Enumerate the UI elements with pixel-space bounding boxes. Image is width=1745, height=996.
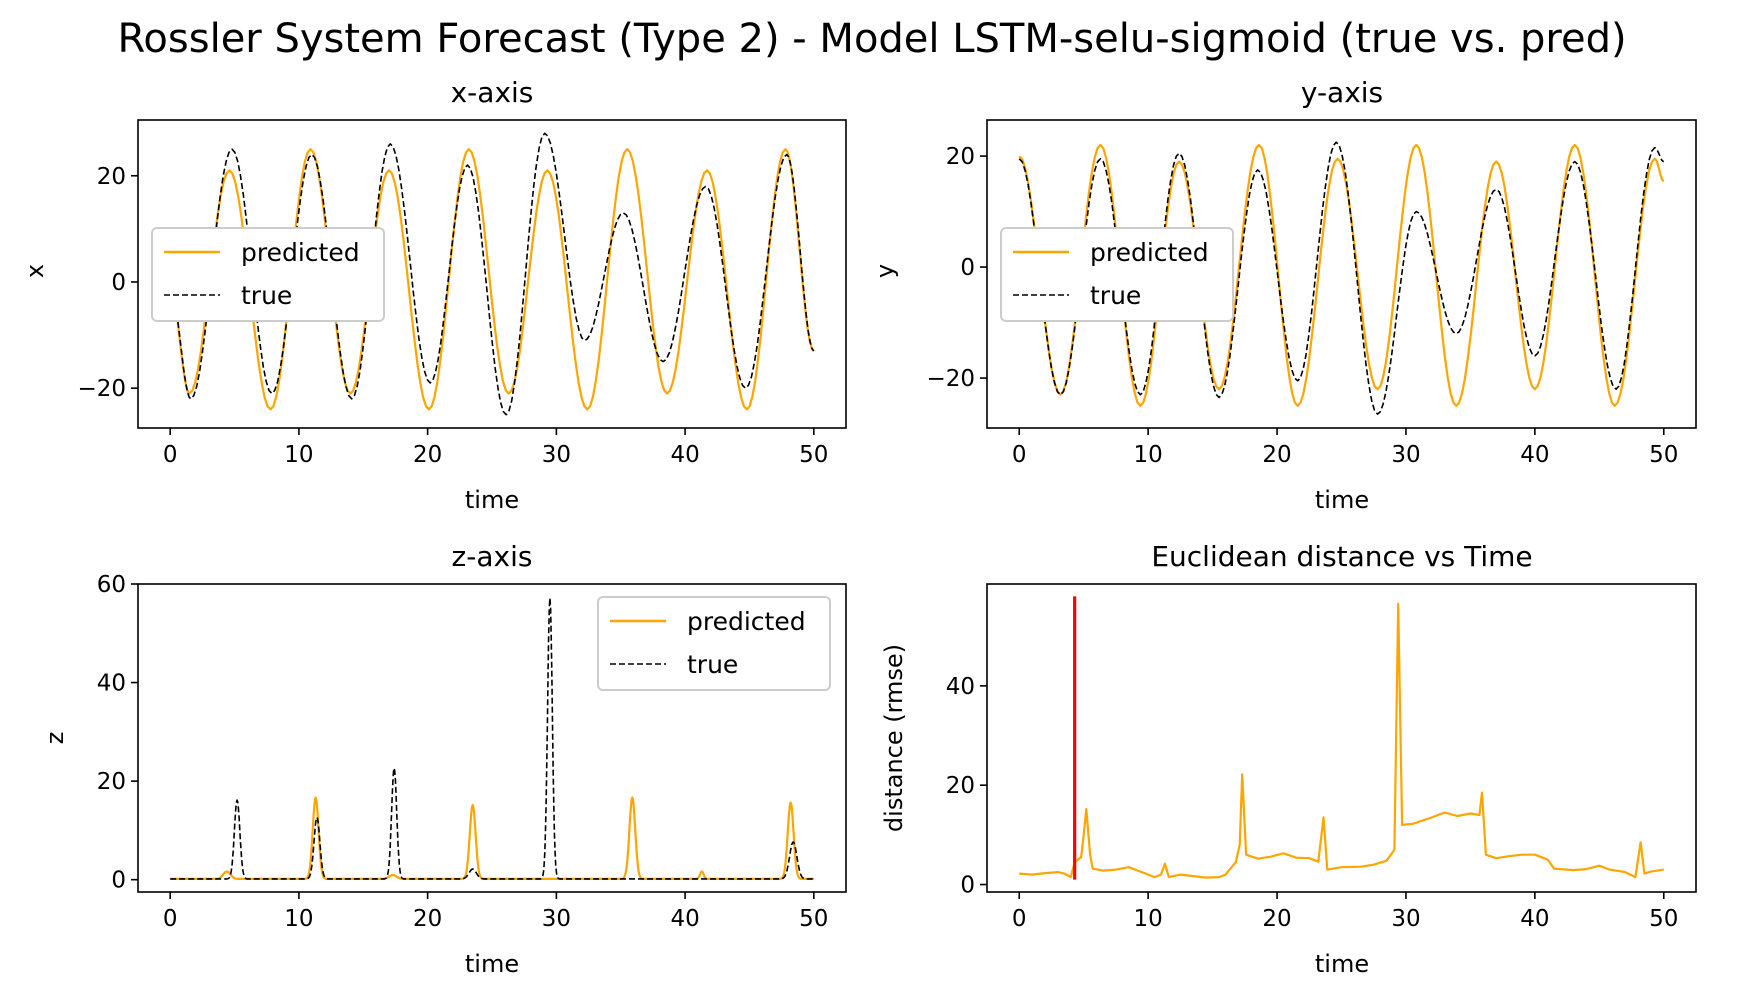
legend-predicted-label-x: predicted xyxy=(241,238,360,267)
x-tick-label-z: 20 xyxy=(413,906,442,932)
y-tick-label-distance: 40 xyxy=(946,674,975,700)
series-true-line-z xyxy=(170,597,814,880)
x-tick-label-y: 20 xyxy=(1262,442,1291,468)
x-tick-label-x: 50 xyxy=(799,442,828,468)
subplot-title-z: z-axis xyxy=(452,540,533,573)
plot-area-y: 0 10 20 30 40 50 −20 0 20 xyxy=(926,119,1697,468)
legend-true-label-x: true xyxy=(241,281,292,310)
series-distance-line-distance xyxy=(1019,602,1664,879)
y-axis-label-x: x xyxy=(21,264,49,278)
x-tick-label-z: 0 xyxy=(163,906,178,932)
series-group-y xyxy=(1018,141,1665,415)
x-tick-label-distance: 40 xyxy=(1520,906,1549,932)
x-tick-label-distance: 10 xyxy=(1133,906,1162,932)
x-axis-label-z: time xyxy=(465,950,519,978)
x-tick-label-y: 50 xyxy=(1649,442,1678,468)
y-tick-label-z: 20 xyxy=(97,769,126,795)
subplot-y-axis: y-axis 0 10 20 30 40 50 −20 0 20 time y predicte… xyxy=(871,76,1697,514)
x-tick-label-distance: 20 xyxy=(1262,906,1291,932)
series-group-x xyxy=(169,132,815,416)
axes-frame-z xyxy=(137,583,847,893)
subplot-title-distance: Euclidean distance vs Time xyxy=(1151,540,1532,573)
y-tick-label-distance: 0 xyxy=(960,873,975,899)
legend-predicted-label-y: predicted xyxy=(1090,238,1209,267)
x-tick-label-z: 10 xyxy=(284,906,313,932)
y-tick-label-y: 20 xyxy=(946,144,975,170)
figure-title: Rossler System Forecast (Type 2) - Model… xyxy=(117,16,1626,62)
plot-area-distance: 0 10 20 30 40 50 0 20 40 xyxy=(946,583,1697,932)
x-tick-label-y: 10 xyxy=(1133,442,1162,468)
x-tick-label-x: 30 xyxy=(542,442,571,468)
series-predicted-line-y xyxy=(1018,143,1665,407)
x-tick-label-z: 40 xyxy=(670,906,699,932)
x-tick-label-distance: 50 xyxy=(1649,906,1678,932)
x-tick-label-distance: 30 xyxy=(1391,906,1420,932)
x-tick-label-distance: 0 xyxy=(1012,906,1027,932)
legend-z: predicted true xyxy=(597,596,831,691)
subplot-z-axis: z-axis 0 10 20 30 40 50 0 20 40 60 time z predict… xyxy=(41,540,847,978)
y-tick-label-z: 40 xyxy=(97,671,126,697)
series-group-z xyxy=(169,597,815,880)
x-axis-label-x: time xyxy=(465,486,519,514)
series-predicted-line-x xyxy=(169,148,815,411)
legend-true-label-y: true xyxy=(1090,281,1141,310)
x-tick-label-x: 20 xyxy=(413,442,442,468)
legend-true-label-z: true xyxy=(687,650,738,679)
y-tick-label-y: −20 xyxy=(926,366,975,392)
x-tick-label-z: 30 xyxy=(542,906,571,932)
y-tick-label-x: 20 xyxy=(97,164,126,190)
y-tick-label-x: 0 xyxy=(111,270,126,296)
x-tick-label-y: 40 xyxy=(1520,442,1549,468)
subplot-title-y: y-axis xyxy=(1301,76,1383,109)
x-tick-label-x: 0 xyxy=(163,442,178,468)
y-tick-label-distance: 20 xyxy=(946,773,975,799)
axes-frame-distance xyxy=(986,583,1697,893)
plot-area-x: 0 10 20 30 40 50 −20 0 20 xyxy=(77,119,847,468)
subplot-distance: Euclidean distance vs Time 0 10 20 30 40 50 0 2… xyxy=(880,540,1697,978)
series-true-line-x xyxy=(169,132,815,416)
y-tick-label-z: 60 xyxy=(97,572,126,598)
x-tick-label-y: 0 xyxy=(1012,442,1027,468)
axes-frame-x xyxy=(137,119,847,429)
legend-predicted-label-z: predicted xyxy=(687,607,806,636)
legend-x: predicted true xyxy=(151,227,385,322)
x-tick-label-y: 30 xyxy=(1391,442,1420,468)
x-tick-label-z: 50 xyxy=(799,906,828,932)
y-tick-label-z: 0 xyxy=(111,868,126,894)
x-axis-label-y: time xyxy=(1315,486,1369,514)
y-axis-label-y: y xyxy=(871,264,899,278)
y-axis-label-distance: distance (rmse) xyxy=(880,644,908,832)
axes-frame-y xyxy=(986,119,1697,429)
x-tick-label-x: 10 xyxy=(284,442,313,468)
subplot-title-x: x-axis xyxy=(451,76,534,109)
legend-y: predicted true xyxy=(1000,227,1234,322)
plot-area-z: 0 10 20 30 40 50 0 20 40 60 xyxy=(97,572,847,932)
series-true-line-y xyxy=(1018,141,1665,415)
subplot-x-axis: x-axis 0 10 20 30 40 50 −20 0 20 time x predicte… xyxy=(21,76,847,514)
y-axis-label-z: z xyxy=(41,732,69,745)
x-tick-label-x: 40 xyxy=(670,442,699,468)
y-tick-label-y: 0 xyxy=(960,255,975,281)
series-group-distance xyxy=(1019,602,1664,879)
y-tick-label-x: −20 xyxy=(77,376,126,402)
x-axis-label-distance: time xyxy=(1315,950,1369,978)
